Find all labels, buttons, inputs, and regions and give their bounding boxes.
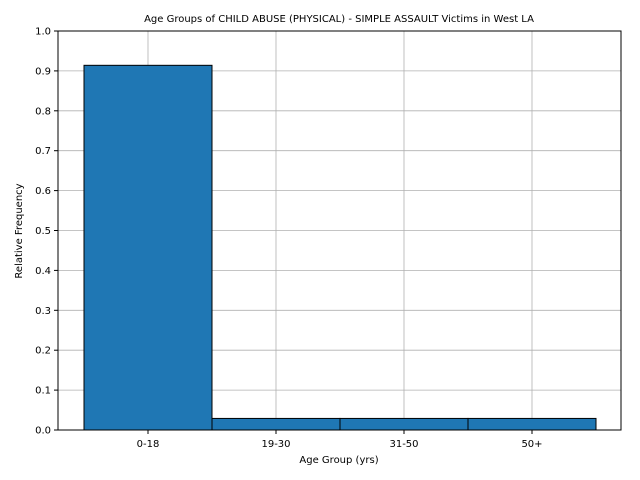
x-tick-label: 50+ <box>521 439 542 450</box>
y-tick-label: 0.7 <box>35 146 51 157</box>
bar-0-18 <box>83 64 213 431</box>
y-tick-label: 0.2 <box>35 346 51 357</box>
bar-19-30 <box>211 417 341 431</box>
x-axis-label: Age Group (yrs) <box>299 455 378 466</box>
bar-50+ <box>467 417 597 431</box>
x-tick-label: 19-30 <box>261 439 290 450</box>
axis-ticks: 0.0 0.1 0.2 0.3 0.4 0.5 0.6 0.7 0.8 0.9 1.0 0-18 19-… <box>35 27 542 451</box>
y-axis-label: Relative Frequency <box>14 183 25 278</box>
x-tick-label: 31-50 <box>389 439 418 450</box>
y-tick-label: 0.1 <box>35 386 51 397</box>
y-tick-label: 0.8 <box>35 106 51 117</box>
chart-title: Age Groups of CHILD ABUSE (PHYSICAL) - S… <box>144 14 534 25</box>
y-tick-label: 0.3 <box>35 306 51 317</box>
y-tick-label: 0.9 <box>35 66 51 77</box>
y-tick-label: 0.0 <box>35 426 51 437</box>
bar-31-50 <box>339 417 469 431</box>
y-tick-label: 0.4 <box>35 266 51 277</box>
y-tick-label: 1.0 <box>35 27 51 38</box>
y-tick-label: 0.6 <box>35 186 51 197</box>
y-tick-label: 0.5 <box>35 226 51 237</box>
x-tick-label: 0-18 <box>137 439 160 450</box>
bars <box>83 64 597 431</box>
